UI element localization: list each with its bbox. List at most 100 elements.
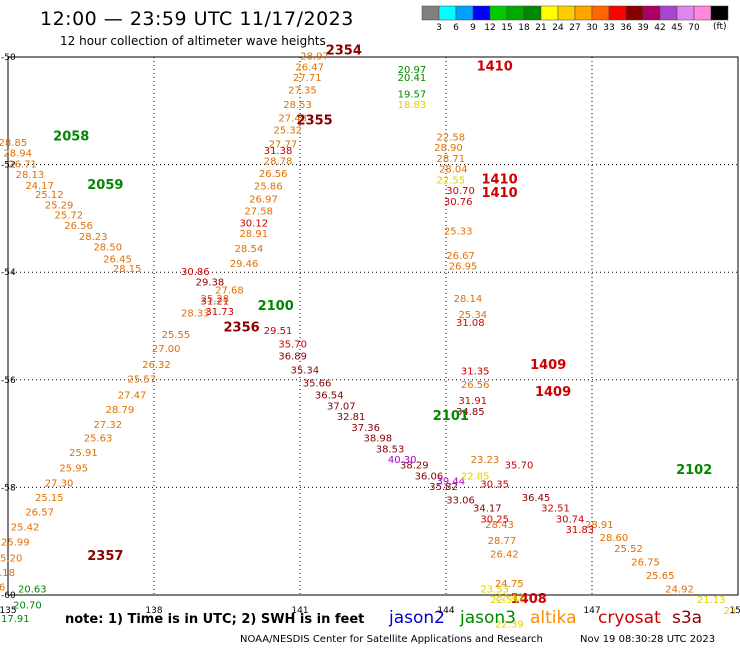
- wave-height-label: 25.12: [35, 190, 64, 201]
- pass-time-label: 2356: [224, 320, 260, 335]
- x-tick-label: 135: [0, 606, 17, 616]
- wave-height-label: 29.38: [196, 278, 225, 289]
- wave-height-label: 26.56: [64, 221, 93, 232]
- wave-height-label: 35.70: [505, 461, 534, 472]
- page-title: 12:00 — 23:59 UTC 11/17/2023: [40, 8, 354, 30]
- wave-height-label: 26.32: [142, 360, 171, 371]
- wave-height-label: 25.34: [458, 310, 487, 321]
- legend-swatch: [676, 5, 695, 21]
- legend-swatch: [710, 5, 729, 21]
- x-tick-label: 138: [145, 606, 162, 616]
- wave-height-label: 22.55: [437, 175, 466, 186]
- wave-height-label: 28.43: [485, 520, 514, 531]
- wave-height-label: 21.13: [697, 595, 726, 606]
- wave-height-label: 31.83: [566, 525, 595, 536]
- pass-time-label: 2101: [433, 409, 469, 424]
- wave-height-label: 35.82: [429, 482, 458, 493]
- legend-swatch: [472, 5, 491, 21]
- pass-time-label: 2100: [258, 299, 294, 314]
- wave-height-label: 27.35: [288, 86, 317, 97]
- wave-height-label: 31.38: [264, 146, 293, 157]
- pass-time-label: 2058: [53, 129, 89, 144]
- wave-height-label: 24.75: [495, 579, 524, 590]
- legend-swatch: [540, 5, 559, 21]
- wave-height-label: 36.54: [315, 391, 344, 402]
- wave-height-label: 31.73: [205, 307, 234, 318]
- wave-height-label: 28.54: [235, 244, 264, 255]
- wave-height-label: 26.75: [631, 557, 660, 568]
- wave-height-label: 29.51: [264, 326, 293, 337]
- wave-height-label: 30.86: [181, 267, 210, 278]
- wave-height-label: 25.28: [201, 294, 230, 305]
- legend-label: 12: [484, 23, 495, 33]
- wave-height-label: 30.76: [444, 197, 473, 208]
- wave-height-label: 25.55: [162, 330, 191, 341]
- wave-height-label: 22.58: [437, 132, 466, 143]
- y-tick-label: -56: [1, 376, 16, 386]
- wave-height-label: 25.29: [45, 201, 74, 212]
- wave-height-label: 26.42: [490, 549, 519, 560]
- legend-units: (ft): [713, 22, 727, 32]
- legend-label: 42: [654, 23, 665, 33]
- wave-height-label: 38.98: [364, 434, 393, 445]
- wave-height-label: 24.18: [0, 568, 15, 579]
- legend-swatch: [421, 5, 440, 21]
- wave-height-label: 23.80: [724, 606, 740, 617]
- legend-swatch: [625, 5, 644, 21]
- x-tick-label: 147: [583, 606, 600, 616]
- satellite-label-cryosat: cryosat: [598, 608, 661, 628]
- wave-height-label: 28.90: [434, 143, 463, 154]
- wave-height-label: 35.34: [291, 365, 320, 376]
- pass-time-label: 2354: [326, 43, 362, 58]
- pass-time-label: 2059: [87, 178, 123, 193]
- wave-height-label: 27.68: [215, 286, 244, 297]
- wave-height-label: 34.85: [456, 407, 485, 418]
- wave-height-label: 25.99: [1, 538, 30, 549]
- legend-swatch: [506, 5, 525, 21]
- wave-height-label: 26.67: [446, 251, 475, 262]
- wave-height-label: 27.47: [118, 391, 147, 402]
- wave-height-label: 25.20: [0, 554, 22, 565]
- pass-time-label: 1410: [481, 186, 517, 201]
- wave-height-label: 28.15: [113, 264, 142, 275]
- wave-height-label: 28.53: [283, 100, 312, 111]
- wave-height-label: 28.91: [239, 229, 268, 240]
- pass-time-label: 1409: [535, 385, 571, 400]
- pass-time-label: 2355: [297, 113, 333, 128]
- legend-swatch: [574, 5, 593, 21]
- wave-height-label: 39.44: [437, 477, 466, 488]
- satellite-label-s3a: s3a: [672, 608, 703, 628]
- wave-height-label: 23.23: [471, 455, 500, 466]
- legend-label: 33: [603, 23, 614, 33]
- wave-height-label: 17.91: [1, 614, 30, 625]
- wave-height-label: 25.26: [0, 583, 5, 594]
- pass-time-label: 1408: [511, 592, 547, 607]
- timestamp-text: Nov 19 08:30:28 UTC 2023: [580, 634, 716, 645]
- plot-frame: [7, 56, 739, 596]
- pass-time-label: 1409: [530, 358, 566, 373]
- wave-height-label: 24.92: [665, 584, 694, 595]
- wave-height-label: 38.53: [376, 444, 405, 455]
- wave-height-label: 25.95: [59, 463, 88, 474]
- wave-height-label: 23.53: [480, 584, 509, 595]
- credit-text: NOAA/NESDIS Center for Satellite Applica…: [240, 634, 543, 645]
- wave-height-label: 34.17: [473, 504, 502, 515]
- satellite-label-jason3: jason3: [460, 608, 516, 628]
- wave-height-label: 36.06: [415, 471, 444, 482]
- wave-height-label: 25.72: [55, 210, 84, 221]
- x-tick-label: 144: [437, 606, 454, 616]
- wave-height-label: 28.33: [181, 308, 210, 319]
- wave-height-label: 20.97: [398, 65, 427, 76]
- wave-height-label: 27.58: [244, 207, 273, 218]
- y-tick-label: -50: [1, 53, 16, 63]
- satellite-label-jason2: jason2: [389, 608, 445, 628]
- wave-height-label: 28.97: [300, 52, 329, 63]
- wave-height-label: 27.71: [293, 73, 322, 84]
- wave-height-label: 29.46: [230, 259, 259, 270]
- wave-height-label: 26.95: [449, 262, 478, 273]
- legend-swatch: [591, 5, 610, 21]
- wave-height-label: 22.54: [490, 595, 519, 606]
- y-tick-label: -60: [1, 591, 16, 601]
- pass-time-label: 2357: [87, 549, 123, 564]
- wave-height-label: 27.77: [269, 139, 298, 150]
